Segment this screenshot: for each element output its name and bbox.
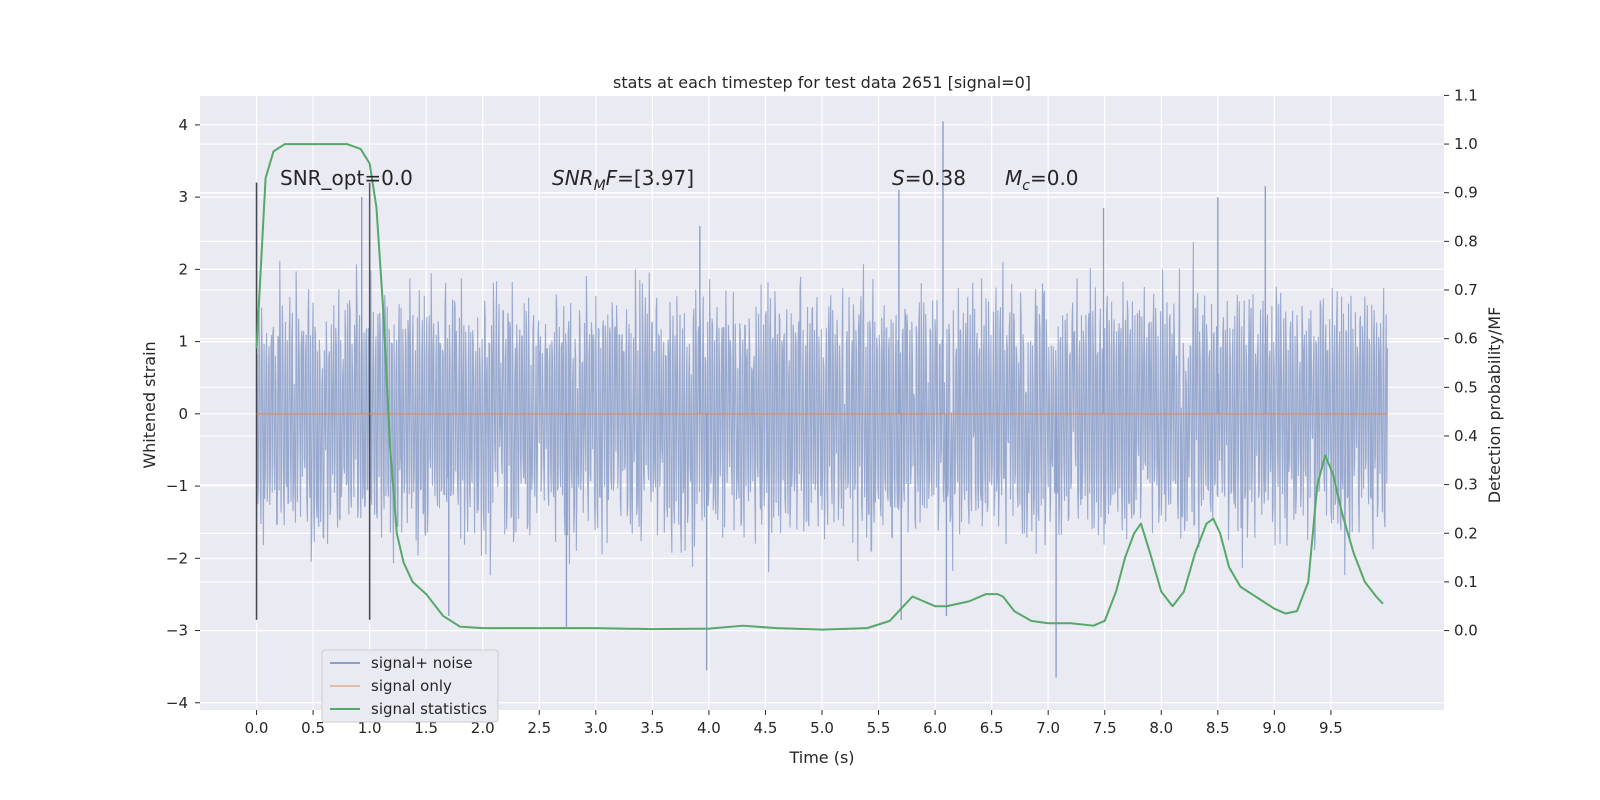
- snr-mf-rest-italic: F: [606, 166, 618, 190]
- x-tick-label: 6.5: [980, 719, 1004, 737]
- right-axis-label: Detection probability/MF: [1485, 307, 1504, 504]
- legend: signal+ noise signal only signal statist…: [321, 649, 499, 723]
- window-markers: [255, 182, 371, 620]
- x-tick-label: 2.0: [471, 719, 495, 737]
- annotation-s: S=0.38: [892, 166, 966, 190]
- x-tick-label: 9.5: [1319, 719, 1343, 737]
- annotation-snr-mf: SNRMF=[3.97]: [552, 166, 694, 194]
- legend-box: [321, 649, 499, 723]
- x-tick-label: 2.5: [527, 719, 551, 737]
- right-tick-label: 0.2: [1454, 524, 1478, 542]
- chart-title: stats at each timestep for test data 265…: [613, 73, 1031, 92]
- left-tick-label: 2: [178, 260, 188, 278]
- x-tick-label: 7.0: [1036, 719, 1060, 737]
- signal-statistics-line: [255, 143, 1384, 631]
- mc-val: =0.0: [1030, 166, 1079, 190]
- x-tick-label: 5.0: [810, 719, 834, 737]
- right-tick-label: 0.0: [1454, 622, 1478, 640]
- annotation-snr-opt: SNR_opt=0.0: [280, 166, 413, 190]
- series-signal-statistics: [255, 143, 1384, 631]
- snr-mf-base: SNR: [552, 166, 594, 190]
- x-tick-label: 0.0: [245, 719, 269, 737]
- left-tick-label: −2: [166, 549, 188, 567]
- mc-sym: M: [1005, 166, 1022, 190]
- x-tick-label: 8.5: [1206, 719, 1230, 737]
- left-tick-label: −1: [166, 477, 188, 495]
- right-tick-label: 1.1: [1454, 86, 1478, 104]
- right-tick-label: 0.3: [1454, 476, 1478, 494]
- right-tick-label: 0.4: [1454, 427, 1478, 445]
- s-sym: S: [892, 166, 905, 190]
- legend-label-signal-only: signal only: [371, 677, 452, 695]
- x-tick-label: 9.0: [1262, 719, 1286, 737]
- x-tick-label: 1.0: [358, 719, 382, 737]
- left-tick-label: 4: [178, 116, 188, 134]
- right-tick-label: 0.1: [1454, 573, 1478, 591]
- right-tick-label: 0.8: [1454, 232, 1478, 250]
- left-tick-label: −4: [166, 694, 188, 712]
- right-tick-label: 0.7: [1454, 281, 1478, 299]
- legend-label-signal-statistics: signal statistics: [371, 700, 487, 718]
- x-axis-label: Time (s): [788, 748, 854, 767]
- right-tick-label: 0.5: [1454, 378, 1478, 396]
- x-tick-label: 3.0: [584, 719, 608, 737]
- x-tick-label: 5.5: [867, 719, 891, 737]
- snr-mf-sub: M: [594, 178, 606, 194]
- right-tick-label: 0.9: [1454, 184, 1478, 202]
- s-val: =0.38: [905, 166, 966, 190]
- x-axis-ticks: 0.0 0.5 1.0 1.5 2.0 2.5 3.0 3.5 4.0 4.5 5.0 5.5 6.0 6…: [245, 710, 1343, 737]
- left-tick-label: −3: [166, 622, 188, 640]
- x-tick-label: 0.5: [301, 719, 325, 737]
- mc-sub: c: [1022, 178, 1030, 194]
- annotation-mc: Mc=0.0: [1005, 166, 1079, 194]
- left-axis-ticks: 4 3 2 1 0 −1 −2 −3 −4: [166, 116, 200, 712]
- left-tick-label: 0: [178, 405, 188, 423]
- x-tick-label: 7.5: [1093, 719, 1117, 737]
- left-tick-label: 3: [178, 188, 188, 206]
- right-tick-label: 1.0: [1454, 135, 1478, 153]
- noise-trace: [256, 241, 1388, 576]
- x-tick-label: 4.5: [754, 719, 778, 737]
- right-tick-label: 0.6: [1454, 330, 1478, 348]
- x-tick-label: 4.0: [697, 719, 721, 737]
- x-tick-label: 3.5: [640, 719, 664, 737]
- x-tick-label: 6.0: [923, 719, 947, 737]
- x-tick-label: 1.5: [414, 719, 438, 737]
- right-axis-ticks: 0.0 0.1 0.2 0.3 0.4 0.5 0.6 0.7 0.8 0.9 1.0 1.1: [1444, 86, 1478, 640]
- snr-mf-rest: =[3.97]: [617, 166, 694, 190]
- x-tick-label: 8.0: [1149, 719, 1173, 737]
- left-axis-label: Whitened strain: [140, 341, 159, 468]
- legend-label-signal-plus-noise: signal+ noise: [371, 654, 473, 672]
- left-tick-label: 1: [178, 333, 188, 351]
